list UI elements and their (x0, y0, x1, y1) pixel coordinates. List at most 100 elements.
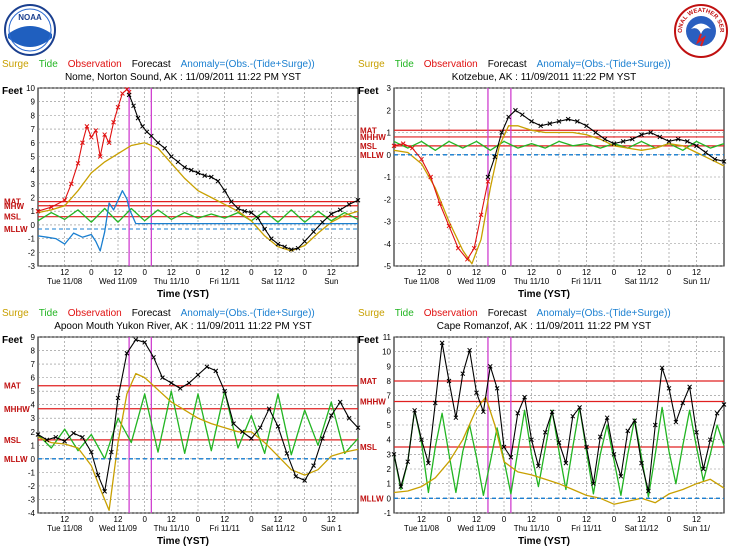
x-tick-label: 12 (582, 268, 591, 277)
x-day-label: Tue 11/08 (47, 524, 83, 533)
series-forecast-point (611, 141, 617, 146)
y-tick-label: 1 (31, 441, 36, 450)
x-tick-label: 12 (327, 515, 336, 524)
x-tick-label: 12 (417, 515, 426, 524)
series-forecast-point (302, 478, 308, 483)
y-tick-label: 0 (387, 494, 392, 503)
series-forecast-point (529, 119, 534, 124)
series-forecast-point (95, 472, 101, 478)
series-forecast-point (487, 363, 493, 369)
y-tick-label: 5 (387, 421, 392, 430)
legend-tide: Tide (394, 308, 414, 319)
legend-surge: Surge (358, 59, 385, 70)
legend-observation: Observation (423, 308, 478, 319)
y-tick-label: 1 (31, 207, 36, 216)
x-day-label: Tue 11/08 (47, 277, 83, 286)
x-tick-label: 12 (167, 515, 176, 524)
y-tick-label: 7 (387, 392, 392, 401)
series-forecast-point (593, 130, 599, 135)
nws-logo: NATIONAL WEATHER SERVICE (674, 4, 728, 58)
x-axis-title: Time (YST) (156, 289, 210, 300)
y-tick-label: 6 (387, 406, 392, 415)
series-forecast-point (542, 429, 548, 435)
series-forecast-point (35, 432, 41, 437)
chart-panel-kotzebue: Surge Tide Observation Forecast Anomaly=(Obs… (356, 58, 732, 300)
y-tick-label: 3 (31, 414, 36, 423)
x-tick-label: 0 (447, 515, 452, 524)
y-tick-label: -2 (384, 195, 392, 204)
x-tick-label: 0 (612, 268, 617, 277)
x-day-label: Wed 11/09 (99, 277, 138, 286)
datum-label: MSL (360, 142, 377, 151)
datum-label: MAT (4, 198, 21, 207)
x-day-label: Thu 11/10 (514, 277, 550, 286)
series-forecast-point (584, 444, 589, 450)
series-forecast-point (135, 115, 141, 121)
x-day-label: Fri 11/11 (571, 277, 602, 286)
series-forecast-point (231, 421, 236, 426)
series-forecast-point (584, 123, 589, 129)
y-tick-label: 10 (26, 84, 35, 93)
y-tick-label: -3 (384, 218, 392, 227)
series-forecast-point (204, 364, 210, 370)
series-observation-point (84, 123, 90, 129)
series-forecast-point (547, 121, 553, 126)
y-axis-label: Feet (358, 86, 379, 97)
series-forecast-point (268, 236, 274, 241)
x-day-label: Tue 11/08 (404, 524, 440, 533)
series-forecast-point (563, 460, 569, 466)
series-forecast-point (188, 167, 194, 173)
noaa-logo-text: NOAA (18, 13, 42, 22)
series-forecast-point (652, 422, 658, 428)
x-axis-title: Time (YST) (156, 536, 210, 547)
series-observation-point (471, 245, 477, 251)
datum-label: MLLW (360, 151, 384, 160)
series-forecast-point (80, 434, 85, 440)
legend-surge: Surge (2, 59, 29, 70)
y-tick-label: 2 (387, 465, 392, 474)
x-tick-label: 0 (667, 268, 672, 277)
series-forecast-point (604, 415, 610, 421)
y-tick-label: -2 (28, 248, 36, 257)
series-forecast-point (639, 132, 644, 138)
series-forecast-point (248, 436, 254, 441)
series-forecast-point (602, 136, 608, 142)
series-forecast-point (293, 474, 299, 479)
series-forecast-point (262, 226, 268, 232)
chart-title: Cape Romanzof, AK : 11/09/2011 11:22 PM … (436, 321, 652, 332)
series-forecast-point (639, 460, 644, 466)
series-tide-line (37, 390, 359, 460)
series-observation-point (464, 256, 470, 262)
series-observation-point (106, 140, 112, 146)
chart-title: Kotzebue, AK : 11/09/2011 11:22 PM YST (451, 72, 637, 83)
y-tick-label: 4 (387, 436, 392, 445)
legend-anomaly: Anomaly=(Obs.-(Tide+Surge)) (180, 59, 315, 70)
series-forecast-point (228, 199, 234, 204)
x-tick-label: 12 (527, 515, 536, 524)
series-forecast-point (499, 130, 505, 135)
series-forecast-point (282, 244, 288, 250)
series-forecast-point (168, 380, 174, 386)
y-axis-label: Feet (2, 335, 23, 346)
y-tick-label: -1 (384, 173, 392, 182)
x-day-label: Tue 11/08 (404, 277, 440, 286)
x-tick-label: 0 (502, 268, 507, 277)
y-tick-label: -4 (28, 509, 36, 518)
series-forecast-point (140, 123, 145, 129)
series-forecast-point (432, 400, 438, 406)
series-observation-point (419, 156, 424, 162)
datum-label: MAT (360, 126, 377, 135)
series-forecast-point (519, 112, 525, 118)
series-forecast-point (346, 202, 352, 207)
x-tick-label: 0 (249, 515, 254, 524)
y-tick-label: 1 (387, 480, 392, 489)
series-observation-point (485, 179, 491, 184)
series-forecast-point (133, 337, 139, 343)
y-tick-label: -1 (28, 468, 36, 477)
datum-label: MHHW (4, 405, 30, 414)
datum-label: MLLW (4, 225, 28, 234)
x-tick-label: 0 (142, 515, 147, 524)
y-tick-label: 8 (31, 111, 36, 120)
legend-observation: Observation (67, 59, 122, 70)
